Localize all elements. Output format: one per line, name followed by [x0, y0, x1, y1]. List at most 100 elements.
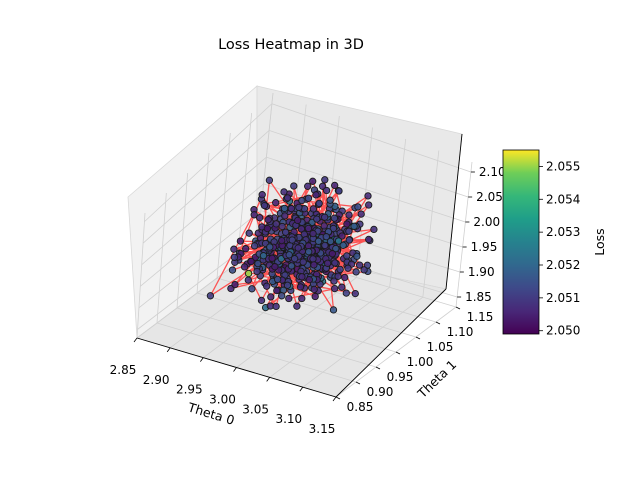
data-point [294, 216, 302, 225]
data-point [290, 182, 298, 190]
data-point [298, 294, 306, 303]
data-point [352, 268, 360, 276]
data-point [332, 244, 340, 253]
data-point [343, 252, 351, 260]
data-point [329, 306, 338, 314]
colorbar-tick-label: 2.054 [546, 192, 580, 206]
y-gridline [216, 132, 417, 338]
data-point [355, 261, 364, 269]
y-tick-mark [455, 306, 461, 310]
data-point [304, 182, 312, 190]
z-tick-label: 2.00 [473, 215, 500, 229]
x-tick-label: 2.85 [110, 363, 137, 377]
data-point [331, 259, 339, 267]
y-gridline [176, 172, 377, 368]
y-tick-mark [335, 396, 341, 400]
data-point [280, 204, 289, 213]
data-point [321, 241, 329, 250]
data-point [248, 285, 256, 293]
z-tick-label: 2.10 [479, 165, 506, 179]
data-points [206, 176, 378, 314]
y-tick-mark [435, 321, 441, 325]
y-tick-mark [415, 336, 421, 340]
data-point [283, 281, 292, 289]
data-point [298, 196, 306, 205]
data-point [244, 269, 253, 278]
data-point [350, 222, 358, 230]
data-point [309, 177, 317, 185]
data-point [278, 292, 286, 300]
data-point [263, 224, 272, 233]
data-point [236, 237, 245, 245]
data-point [250, 242, 259, 250]
x-tick-label: 3.15 [309, 422, 336, 436]
z-axis-line [445, 133, 463, 290]
data-point [364, 192, 372, 200]
data-point [354, 203, 362, 211]
data-point [230, 245, 238, 253]
y-tick-mark [355, 381, 361, 385]
z-tick-label: 1.95 [471, 240, 498, 254]
data-point [323, 259, 332, 267]
data-point [309, 255, 317, 263]
y-gridline [156, 192, 357, 383]
data-point [272, 199, 280, 207]
data-point [293, 302, 301, 310]
data-point [309, 205, 318, 213]
data-point [365, 201, 373, 209]
data-point [260, 201, 269, 210]
data-point [272, 220, 280, 228]
data-point [256, 214, 264, 222]
colorbar-tick-label: 2.052 [546, 258, 580, 272]
data-point [334, 237, 343, 245]
colorbar-tick-label: 2.050 [546, 324, 580, 338]
data-point [281, 228, 290, 236]
data-point [272, 302, 280, 311]
data-point [278, 222, 286, 231]
data-point [331, 181, 339, 190]
data-point [370, 225, 378, 234]
data-point [296, 283, 305, 291]
data-point [281, 212, 289, 220]
data-point [231, 280, 239, 289]
data-point [273, 286, 281, 295]
data-point [266, 243, 274, 251]
x-tick-label: 2.95 [176, 383, 203, 397]
data-point [285, 294, 293, 303]
data-point [206, 292, 215, 300]
z-tick-label: 1.85 [465, 290, 492, 304]
colorbar-tick-label: 2.051 [546, 291, 580, 305]
data-point [247, 257, 255, 266]
data-point [264, 216, 272, 224]
data-point [304, 194, 313, 202]
z-tick-label: 2.05 [476, 190, 503, 204]
data-point [245, 229, 253, 237]
y-ticks: 0.850.900.951.001.051.101.15 [335, 306, 494, 414]
data-point [322, 233, 330, 241]
data-point [250, 211, 258, 219]
y-tick-label: 0.85 [347, 400, 374, 414]
data-point [342, 289, 350, 297]
z-gridline [142, 129, 469, 244]
colorbar-tick-label: 2.053 [546, 225, 580, 239]
data-point [259, 252, 268, 260]
data-point [254, 259, 262, 268]
data-point [357, 210, 365, 218]
data-point [304, 224, 313, 233]
y-tick-mark [375, 366, 381, 370]
x-tick-mark [299, 386, 304, 392]
y-tick-label: 1.15 [467, 310, 494, 324]
data-point [339, 241, 347, 249]
data-point [314, 237, 323, 245]
data-point [253, 267, 261, 276]
data-point [343, 220, 351, 228]
colorbar-label: Loss [592, 228, 607, 255]
x-tick-mark [200, 357, 204, 362]
data-point [322, 186, 331, 195]
y-tick-label: 1.05 [427, 340, 454, 354]
z-gridline [144, 103, 472, 222]
x-tick-label: 3.10 [275, 412, 302, 426]
data-point [294, 244, 302, 252]
x-tick-label: 3.00 [209, 393, 236, 407]
